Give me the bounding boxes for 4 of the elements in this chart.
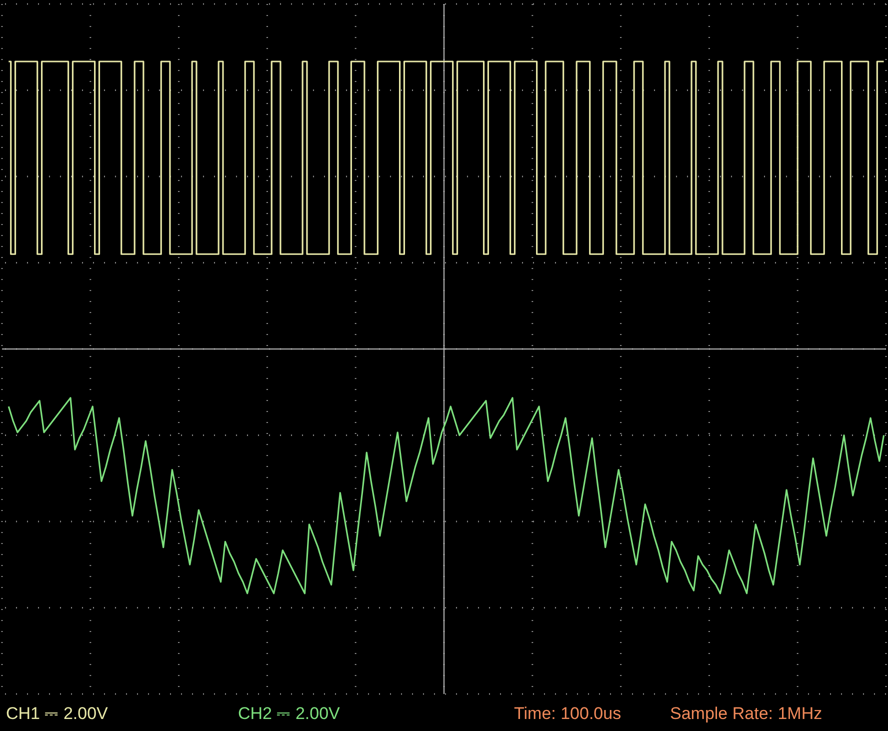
text: CH2 ⎓ 2.00V (238, 704, 341, 723)
text: CH1 ⎓ 2.00V (6, 704, 109, 723)
text: Time: 100.0us (514, 704, 622, 723)
text: Sample Rate: 1MHz (670, 704, 822, 723)
